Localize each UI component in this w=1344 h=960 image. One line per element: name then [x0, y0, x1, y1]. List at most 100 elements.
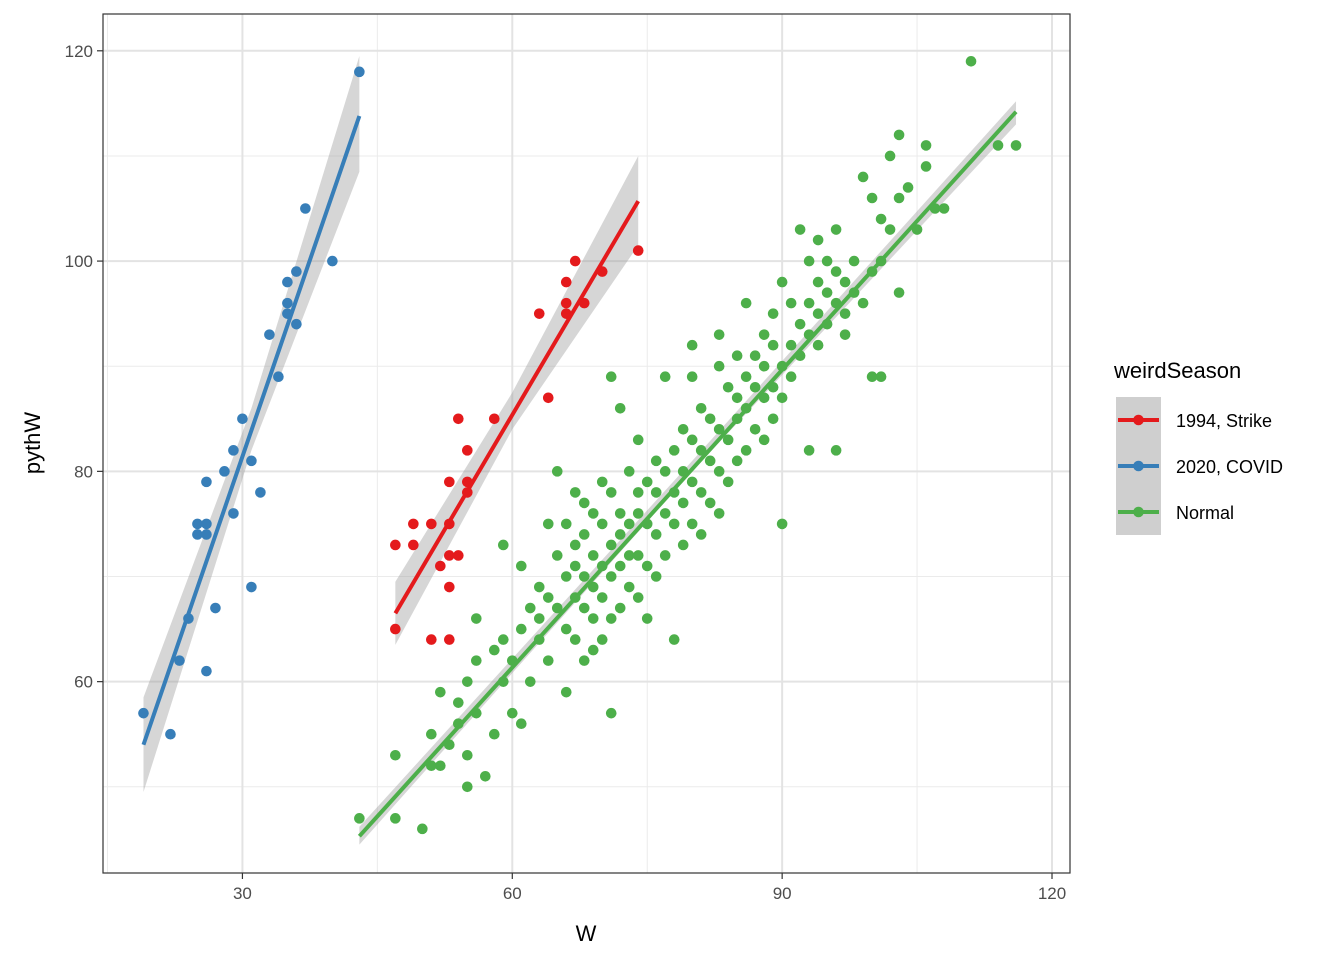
x-axis-title: W	[576, 921, 597, 946]
data-point	[785, 339, 797, 351]
regression-line	[141, 115, 362, 746]
data-point	[210, 602, 221, 614]
data-point	[453, 550, 464, 561]
data-point	[435, 686, 446, 698]
data-point	[677, 497, 689, 509]
data-point	[632, 245, 644, 256]
data-point	[569, 560, 581, 572]
data-point	[435, 760, 446, 772]
data-point	[722, 381, 734, 393]
data-point	[201, 529, 212, 540]
data-point	[480, 770, 491, 782]
data-point	[749, 424, 761, 435]
data-point	[587, 613, 599, 624]
data-point	[875, 371, 887, 383]
data-point	[623, 466, 635, 477]
data-point	[264, 329, 275, 340]
x-tick-label: 120	[1038, 884, 1066, 903]
data-point	[605, 487, 617, 498]
data-point	[488, 413, 500, 425]
data-point	[497, 539, 509, 551]
data-point	[560, 623, 572, 635]
data-point	[812, 276, 824, 288]
data-point	[578, 655, 590, 666]
data-point	[596, 518, 608, 530]
data-point	[641, 560, 653, 572]
data-point	[758, 434, 770, 446]
data-point	[632, 550, 644, 561]
legend: weirdSeason 1994, Strike 2020, COVID Norma…	[1113, 358, 1283, 535]
data-point	[354, 66, 365, 78]
data-point	[165, 728, 176, 740]
data-point	[821, 287, 833, 298]
data-point	[462, 445, 473, 456]
data-point	[560, 518, 572, 530]
data-point	[731, 392, 743, 404]
legend-label: Normal	[1176, 503, 1234, 523]
data-point	[569, 634, 581, 645]
data-point	[704, 497, 716, 509]
data-point	[776, 392, 788, 404]
data-point	[893, 129, 905, 141]
data-point	[542, 592, 554, 603]
data-point	[830, 224, 842, 235]
data-point	[551, 466, 563, 477]
data-point	[614, 508, 626, 519]
data-point	[587, 644, 599, 656]
y-tick-label: 60	[74, 673, 93, 692]
data-point	[731, 455, 743, 467]
data-point	[1010, 140, 1022, 151]
data-point	[578, 571, 590, 582]
data-point	[578, 529, 590, 540]
data-point	[767, 308, 779, 319]
data-point	[623, 581, 635, 593]
data-point	[471, 613, 482, 624]
data-point	[408, 518, 419, 530]
data-point	[713, 466, 725, 477]
data-point	[255, 487, 266, 498]
data-point	[785, 371, 797, 383]
data-point	[866, 192, 878, 204]
data-point	[201, 665, 212, 677]
data-point	[731, 350, 743, 362]
data-point	[138, 707, 149, 719]
legend-keys: 1994, Strike 2020, COVID Normal	[1116, 397, 1283, 535]
data-point	[623, 550, 635, 561]
data-point	[569, 487, 581, 498]
data-point	[623, 518, 635, 530]
data-point	[515, 560, 527, 572]
data-point	[686, 476, 698, 488]
x-tick-label: 90	[773, 884, 792, 903]
data-point	[641, 613, 653, 624]
data-point	[686, 518, 698, 530]
legend-key-point	[1133, 414, 1144, 426]
data-point	[524, 676, 536, 687]
data-point	[677, 539, 689, 551]
data-point	[596, 634, 608, 645]
data-point	[408, 539, 419, 551]
data-point	[551, 602, 563, 614]
data-point	[920, 161, 932, 172]
data-point	[192, 518, 203, 530]
data-point	[668, 518, 680, 530]
data-point	[426, 634, 437, 645]
data-point	[444, 476, 455, 488]
data-point	[614, 402, 626, 414]
data-point	[911, 224, 923, 235]
data-point	[605, 539, 617, 551]
data-point	[515, 718, 527, 730]
data-point	[390, 749, 401, 761]
data-point	[740, 297, 752, 309]
data-point	[632, 487, 644, 498]
data-point	[830, 445, 842, 456]
data-point	[830, 266, 842, 277]
legend-key-point	[1133, 460, 1144, 472]
data-point	[488, 644, 500, 656]
data-point	[695, 402, 707, 414]
data-point	[605, 371, 617, 383]
data-point	[560, 297, 572, 309]
data-point	[812, 339, 824, 351]
data-point	[569, 255, 581, 267]
data-point	[426, 760, 437, 772]
data-point	[857, 297, 869, 309]
